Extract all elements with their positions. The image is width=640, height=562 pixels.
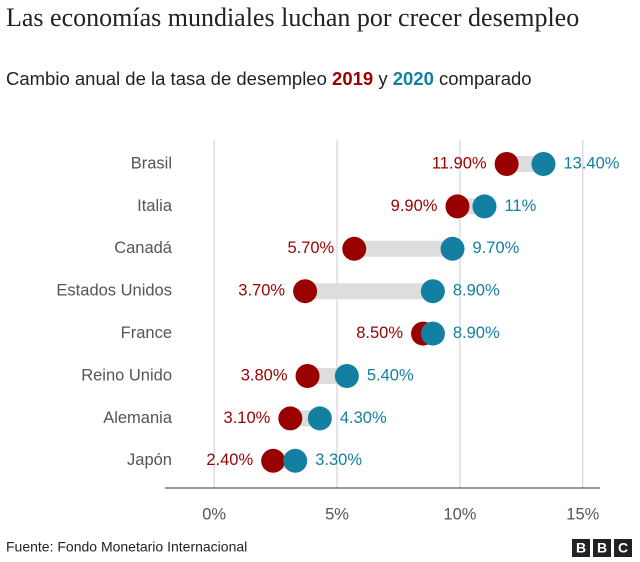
logo-box xyxy=(614,539,632,557)
logo-letter: B xyxy=(576,540,586,556)
y-tick-label: Reino Unido xyxy=(81,366,172,384)
y-tick-label: Estados Unidos xyxy=(56,282,172,300)
dot xyxy=(342,236,367,261)
value-label: 2.40% xyxy=(206,451,253,469)
x-tick-label: 15% xyxy=(566,505,599,523)
value-label: 3.30% xyxy=(315,451,362,469)
logo-box xyxy=(572,539,590,557)
y-tick-label: Alemania xyxy=(103,409,173,427)
logo-letter: C xyxy=(618,540,628,556)
value-label: 9.90% xyxy=(391,197,438,215)
value-label: 11% xyxy=(504,197,536,215)
subtitle-text: Cambio anual de la tasa de desempleo xyxy=(6,68,327,89)
subtitle-text: y xyxy=(378,68,388,89)
dot xyxy=(334,364,359,388)
logo-letter: B xyxy=(597,540,607,556)
grid xyxy=(213,140,584,488)
dot xyxy=(293,279,318,304)
y-tick-label: Japón xyxy=(127,451,172,469)
logo-box xyxy=(593,539,611,557)
dot xyxy=(278,406,303,431)
dot xyxy=(445,194,470,219)
logo: B B C xyxy=(572,539,632,557)
x-tick-label: 0% xyxy=(202,505,226,523)
dot xyxy=(261,448,286,473)
value-label: 3.70% xyxy=(238,282,285,300)
y-tick-label: France xyxy=(121,324,172,342)
x-tick-label: 10% xyxy=(443,505,476,523)
dot xyxy=(494,152,519,176)
value-label: 8.50% xyxy=(356,324,403,342)
y-tick-label: Brasil xyxy=(131,154,172,172)
dot xyxy=(283,448,308,473)
dot xyxy=(295,364,320,388)
legend-entry: 2019 xyxy=(332,68,374,89)
value-label: 8.90% xyxy=(453,282,500,300)
value-label: 3.80% xyxy=(241,366,288,384)
legend-entry: 2020 xyxy=(392,68,434,89)
y-tick-label: Canadá xyxy=(114,239,173,257)
value-label: 5.40% xyxy=(367,366,414,384)
value-label: 11.90% xyxy=(432,154,487,172)
source: Fuente: Fondo Monetario Internacional xyxy=(6,539,247,555)
value-label: 9.70% xyxy=(473,239,520,257)
dot xyxy=(531,152,556,176)
dot xyxy=(440,236,465,261)
subtitle-text: comparado xyxy=(439,68,532,89)
subtitle: Cambio anual de la tasa de desempleo 201… xyxy=(6,66,566,91)
value-label: 4.30% xyxy=(340,409,387,427)
dot xyxy=(420,279,445,304)
value-label: 13.40% xyxy=(563,154,619,172)
x-tick-label: 5% xyxy=(325,505,349,523)
dot xyxy=(472,194,497,219)
dot xyxy=(420,321,445,346)
value-label: 5.70% xyxy=(287,239,334,257)
dot xyxy=(307,406,332,431)
chart-title: Las economías mundiales luchan por crece… xyxy=(6,3,580,32)
value-label: 8.90% xyxy=(453,324,500,342)
y-tick-label: Italia xyxy=(137,197,173,215)
value-label: 3.10% xyxy=(224,409,271,427)
